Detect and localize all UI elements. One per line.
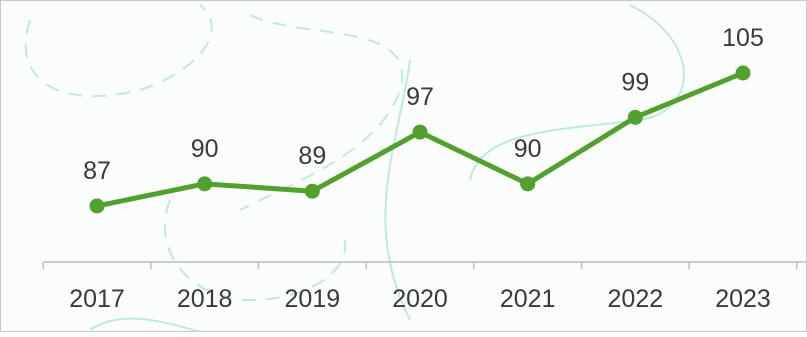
x-tick-label-2022: 2022 <box>608 285 664 313</box>
decor-swirl-1 <box>24 4 213 98</box>
x-tick-label-2018: 2018 <box>177 285 233 313</box>
data-point-2022 <box>627 109 643 125</box>
data-point-2020 <box>412 124 428 140</box>
data-label-2017: 87 <box>83 157 111 185</box>
data-label-2019: 89 <box>298 142 326 170</box>
x-tick-labels: 2017 2018 2019 2020 2021 2022 2023 <box>69 285 771 313</box>
series-line-group <box>89 65 751 214</box>
decor-swirl-4 <box>384 59 411 321</box>
data-label-2021: 90 <box>514 135 542 163</box>
data-label-2023: 105 <box>722 24 764 52</box>
data-point-2017 <box>89 198 105 214</box>
data-label-2022: 99 <box>621 68 649 96</box>
x-tick-label-2017: 2017 <box>69 285 125 313</box>
data-label-2020: 97 <box>406 83 434 111</box>
x-tick-label-2019: 2019 <box>285 285 341 313</box>
x-tick-label-2023: 2023 <box>715 285 771 313</box>
data-label-2018: 90 <box>191 135 219 163</box>
x-axis <box>42 261 807 269</box>
data-point-2018 <box>197 176 213 192</box>
decor-swirl-3 <box>163 199 347 302</box>
data-point-2021 <box>520 176 536 192</box>
x-tick-label-2020: 2020 <box>392 285 448 313</box>
data-point-2019 <box>304 183 320 199</box>
x-tick-label-2021: 2021 <box>500 285 556 313</box>
decor-swirl-2 <box>239 14 404 211</box>
decor-swirl-6 <box>89 317 201 333</box>
data-labels: 87 90 89 97 90 99 105 <box>83 24 764 185</box>
data-point-2023 <box>735 65 751 81</box>
